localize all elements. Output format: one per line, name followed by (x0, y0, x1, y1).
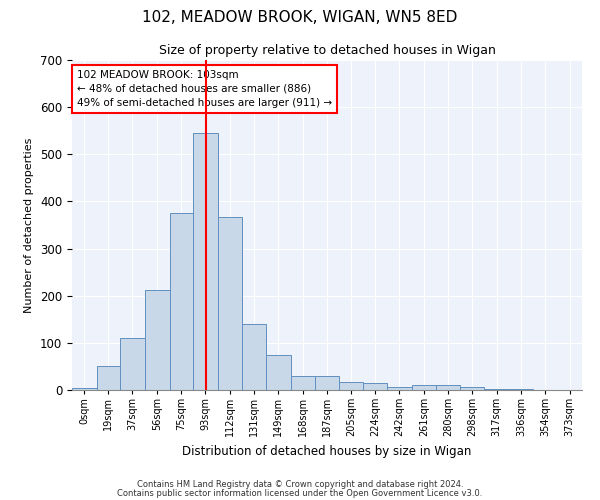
Bar (242, 324, 266, 390)
Bar (315, 376, 339, 390)
Text: Contains HM Land Registry data © Crown copyright and database right 2024.: Contains HM Land Registry data © Crown c… (137, 480, 463, 489)
Y-axis label: Number of detached properties: Number of detached properties (25, 138, 34, 312)
Bar (509, 389, 533, 390)
Bar (460, 386, 484, 390)
Bar (193, 133, 218, 390)
Text: 102 MEADOW BROOK: 103sqm
← 48% of detached houses are smaller (886)
49% of semi-: 102 MEADOW BROOK: 103sqm ← 48% of detach… (77, 70, 332, 108)
Bar (266, 354, 290, 390)
Bar (484, 389, 509, 390)
Bar (145, 290, 170, 390)
X-axis label: Distribution of detached houses by size in Wigan: Distribution of detached houses by size … (182, 444, 472, 458)
Bar (387, 386, 412, 390)
Bar (72, 388, 97, 390)
Bar (436, 386, 460, 390)
Text: Contains public sector information licensed under the Open Government Licence v3: Contains public sector information licen… (118, 489, 482, 498)
Bar (339, 382, 364, 390)
Bar (290, 376, 315, 390)
Bar (412, 386, 436, 390)
Bar (218, 216, 242, 390)
Bar (120, 338, 145, 390)
Title: Size of property relative to detached houses in Wigan: Size of property relative to detached ho… (158, 44, 496, 58)
Bar (97, 366, 120, 390)
Bar (170, 213, 193, 390)
Bar (364, 384, 387, 390)
Text: 102, MEADOW BROOK, WIGAN, WN5 8ED: 102, MEADOW BROOK, WIGAN, WN5 8ED (142, 10, 458, 25)
